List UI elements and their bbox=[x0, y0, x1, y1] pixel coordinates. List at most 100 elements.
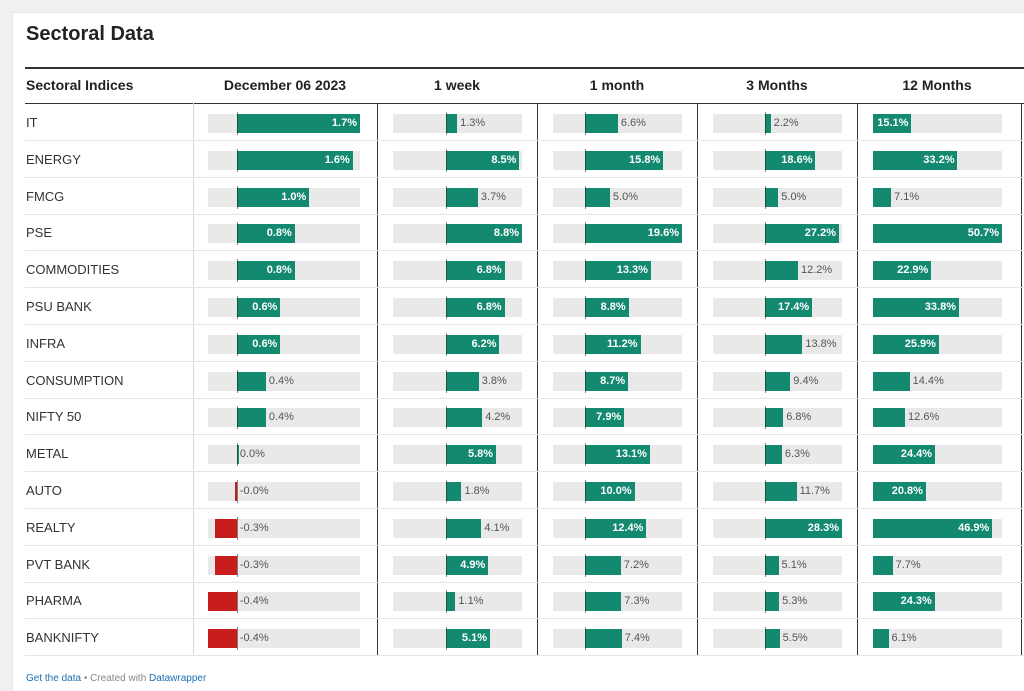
bar-track: 7.7% bbox=[873, 555, 1002, 575]
zero-baseline bbox=[585, 332, 587, 356]
bar-track: 24.4% bbox=[873, 445, 1002, 465]
row-divider bbox=[25, 176, 1024, 178]
zero-baseline bbox=[764, 148, 766, 172]
bar-track: 33.2% bbox=[873, 150, 1002, 170]
value-label: 24.4% bbox=[900, 448, 933, 461]
bar-1-week-it bbox=[445, 114, 458, 133]
value-label: 1.6% bbox=[324, 153, 350, 166]
column-header-3-months: 3 Months bbox=[746, 77, 808, 93]
column-header-1-week: 1 week bbox=[434, 77, 480, 93]
value-label: 1.8% bbox=[464, 485, 490, 497]
zero-baseline bbox=[236, 185, 238, 209]
bar-track: 13.8% bbox=[713, 332, 842, 356]
bar-track: 0.4% bbox=[208, 406, 360, 430]
value-label: 14.4% bbox=[912, 374, 944, 387]
value-label: 4.2% bbox=[485, 411, 511, 424]
column-header-sectoral-indices: Sectoral Indices bbox=[26, 77, 134, 93]
bar-3-months-infra bbox=[764, 334, 803, 354]
zero-baseline bbox=[236, 553, 238, 577]
bar-1-month-pharma bbox=[585, 592, 622, 612]
value-label: 3.8% bbox=[481, 374, 507, 387]
bar-track: -0.3% bbox=[208, 516, 360, 540]
zero-baseline bbox=[236, 590, 238, 614]
bar-3-months-banknifty bbox=[764, 629, 780, 649]
zero-baseline bbox=[764, 222, 766, 246]
bar-track: 4.1% bbox=[393, 516, 522, 540]
bar-3-months-psu-bank bbox=[764, 298, 813, 317]
bar-december-06-2023-consumption bbox=[236, 371, 266, 391]
zero-baseline bbox=[764, 627, 766, 651]
datawrapper-link[interactable]: Datawrapper bbox=[149, 673, 207, 684]
row-label-consumption: CONSUMPTION bbox=[26, 372, 124, 388]
bar-track: 20.8% bbox=[873, 482, 1002, 501]
value-label: 7.4% bbox=[624, 632, 650, 645]
value-label: 5.1% bbox=[461, 632, 487, 645]
zero-baseline bbox=[764, 516, 766, 540]
value-label: 15.8% bbox=[629, 153, 661, 166]
value-label: 7.2% bbox=[623, 558, 649, 571]
zero-baseline bbox=[445, 296, 447, 319]
value-label: 22.9% bbox=[897, 264, 929, 277]
bar-track: 12.6% bbox=[873, 408, 1002, 428]
get-data-link[interactable]: Get the data bbox=[26, 673, 82, 684]
bar-3-months-consumption bbox=[764, 371, 791, 391]
footer-separator: • bbox=[83, 673, 88, 684]
value-label: 1.3% bbox=[460, 117, 486, 129]
value-label: 8.7% bbox=[600, 374, 626, 387]
chart-footer: Get the data • Created with Datawrapper bbox=[26, 673, 206, 684]
value-label: -0.4% bbox=[239, 632, 269, 645]
value-label: 9.4% bbox=[793, 374, 819, 387]
bar-1-month-commodities bbox=[585, 261, 651, 281]
zero-baseline bbox=[445, 443, 447, 467]
zero-baseline bbox=[236, 443, 238, 467]
zero-baseline bbox=[445, 590, 447, 614]
bar-1-month-energy bbox=[585, 150, 664, 170]
value-label: 0.4% bbox=[268, 411, 294, 424]
value-label: 0.6% bbox=[252, 301, 278, 313]
bar-track: 33.8% bbox=[873, 298, 1002, 317]
value-label: 6.1% bbox=[891, 632, 917, 645]
bar-1-week-energy bbox=[445, 150, 520, 170]
zero-baseline bbox=[236, 406, 238, 430]
bar-track: 17.4% bbox=[713, 296, 842, 319]
bar-track: 7.3% bbox=[553, 590, 682, 614]
bar-12-months-fmcg bbox=[873, 187, 892, 207]
zero-baseline bbox=[764, 443, 766, 467]
bar-track: 1.8% bbox=[393, 480, 522, 503]
value-label: 6.8% bbox=[786, 411, 812, 424]
bar-1-week-banknifty bbox=[445, 629, 490, 649]
bar-3-months-pvt-bank bbox=[764, 555, 779, 575]
bar-track: 11.7% bbox=[713, 480, 842, 503]
bar-december-06-2023-pse bbox=[236, 224, 295, 244]
row-label-energy: ENERGY bbox=[26, 151, 81, 167]
column-divider bbox=[1021, 103, 1022, 655]
created-with-text: Created with bbox=[90, 673, 147, 684]
zero-baseline bbox=[585, 148, 587, 172]
value-label: 13.1% bbox=[615, 448, 647, 461]
value-label: 7.3% bbox=[624, 595, 650, 608]
bar-3-months-pharma bbox=[764, 592, 780, 612]
zero-baseline bbox=[764, 185, 766, 209]
value-label: 11.2% bbox=[606, 337, 638, 350]
zero-baseline bbox=[585, 627, 587, 651]
row-divider bbox=[25, 471, 1024, 473]
row-divider bbox=[25, 581, 1024, 583]
row-label-pvt-bank: PVT BANK bbox=[26, 556, 91, 572]
zero-baseline bbox=[236, 627, 238, 651]
table-row: AUTO -0.0% 1.8% 10.0% 11.7% 20.8% bbox=[25, 472, 1024, 509]
zero-baseline bbox=[445, 185, 447, 209]
bar-track: 8.7% bbox=[553, 369, 682, 393]
value-label: 6.6% bbox=[620, 117, 646, 129]
value-label: 3.7% bbox=[480, 190, 506, 203]
zero-baseline bbox=[445, 332, 447, 356]
bar-track: 5.1% bbox=[713, 553, 842, 577]
bar-track: -0.4% bbox=[208, 590, 360, 614]
row-label-fmcg: FMCG bbox=[26, 188, 65, 204]
table-row: PSU BANK 0.6% 6.8% 8.8% 17.4% 33.8% bbox=[25, 288, 1024, 325]
value-label: 6.8% bbox=[476, 264, 502, 277]
bar-track: 0.6% bbox=[208, 296, 360, 319]
zero-baseline bbox=[236, 369, 238, 393]
zero-baseline bbox=[445, 553, 447, 577]
value-label: 6.3% bbox=[784, 448, 810, 461]
value-label: 0.8% bbox=[266, 264, 292, 277]
